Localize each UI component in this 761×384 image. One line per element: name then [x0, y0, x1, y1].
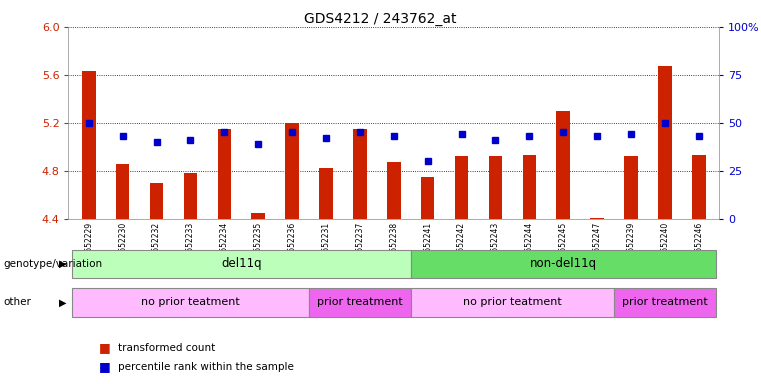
- Text: prior treatment: prior treatment: [622, 297, 708, 308]
- Bar: [455, 157, 468, 219]
- Bar: [183, 173, 197, 219]
- Text: del11q: del11q: [221, 258, 262, 270]
- Text: percentile rank within the sample: percentile rank within the sample: [118, 362, 294, 372]
- Bar: [285, 123, 299, 219]
- Text: ▶: ▶: [59, 259, 66, 269]
- Bar: [251, 213, 265, 219]
- Text: transformed count: transformed count: [118, 343, 215, 353]
- Bar: [82, 71, 96, 219]
- Bar: [150, 183, 164, 219]
- Bar: [556, 111, 570, 219]
- Text: genotype/variation: genotype/variation: [4, 259, 103, 269]
- Text: no prior teatment: no prior teatment: [141, 297, 240, 308]
- Bar: [523, 155, 537, 219]
- Bar: [387, 162, 400, 219]
- Bar: [421, 177, 435, 219]
- Bar: [624, 157, 638, 219]
- Text: ▶: ▶: [59, 297, 66, 308]
- Text: no prior teatment: no prior teatment: [463, 297, 562, 308]
- Bar: [218, 129, 231, 219]
- Bar: [353, 129, 367, 219]
- Text: non-del11q: non-del11q: [530, 258, 597, 270]
- Text: ■: ■: [99, 341, 110, 354]
- Bar: [591, 218, 604, 219]
- Text: GDS4212 / 243762_at: GDS4212 / 243762_at: [304, 12, 457, 25]
- Text: prior treatment: prior treatment: [317, 297, 403, 308]
- Bar: [320, 169, 333, 219]
- Bar: [116, 164, 129, 219]
- Bar: [658, 66, 672, 219]
- Bar: [692, 155, 705, 219]
- Text: other: other: [4, 297, 32, 308]
- Bar: [489, 157, 502, 219]
- Text: ■: ■: [99, 360, 110, 373]
